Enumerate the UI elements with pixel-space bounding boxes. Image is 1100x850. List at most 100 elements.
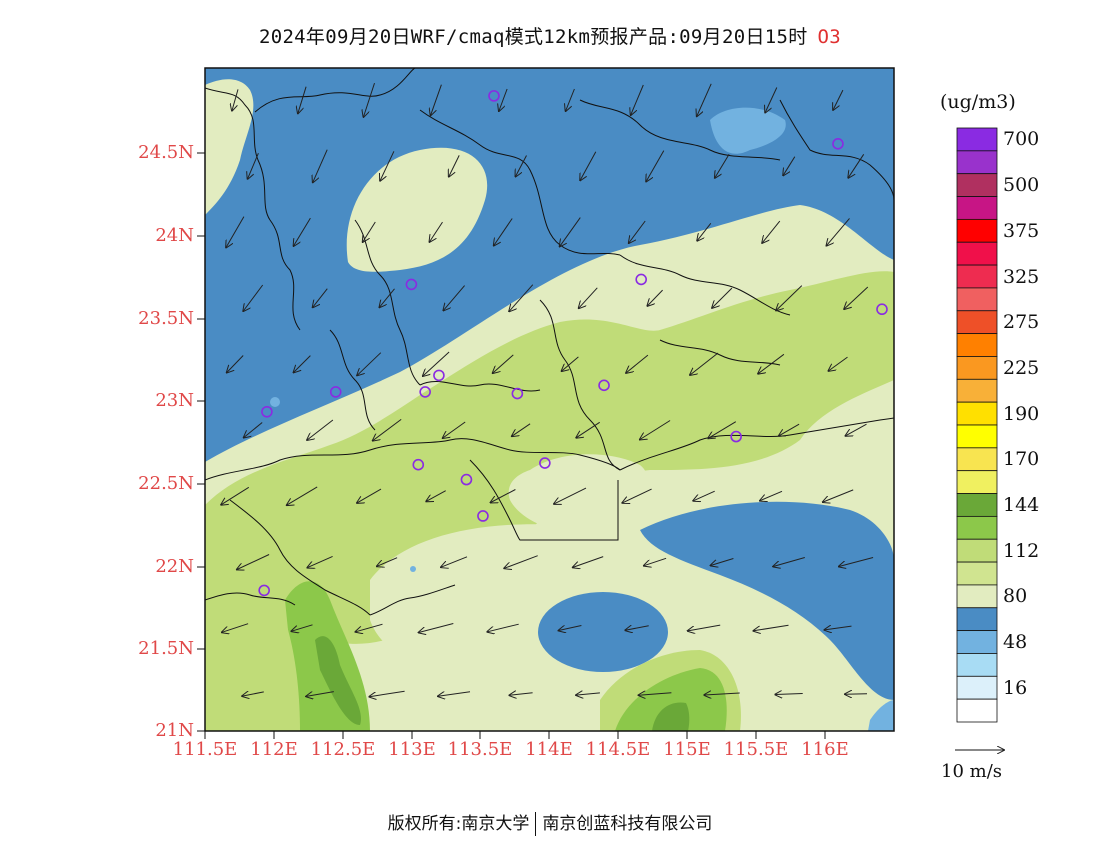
station-marker: [539, 457, 551, 469]
wind-arrow: [562, 356, 579, 371]
wind-arrow: [762, 220, 781, 243]
y-tick-label: 24N: [155, 225, 194, 246]
wind-arrow: [697, 83, 712, 116]
wind-vectors: [221, 82, 874, 697]
o3-blue-southeast: [640, 501, 894, 700]
legend-swatch: [956, 447, 998, 472]
station-marker: [460, 473, 473, 486]
legend-level-label: 375: [1003, 219, 1040, 242]
legend-swatch: [956, 515, 998, 540]
wind-arrow: [307, 555, 333, 567]
legend-swatch: [956, 698, 998, 723]
legend-swatch: [956, 150, 998, 175]
station-marker: [419, 386, 431, 398]
wind-arrow: [626, 354, 649, 373]
wind-arrow: [449, 155, 460, 176]
wind-arrow: [307, 419, 334, 440]
o3-patch-northwest: [205, 79, 254, 215]
legend-level-label: 500: [1003, 174, 1040, 197]
station-marker: [433, 369, 445, 382]
wind-arrow: [848, 154, 865, 177]
wind-arrow: [504, 555, 538, 569]
wind-arrow: [426, 490, 446, 502]
y-tick-label: 23.5N: [138, 308, 194, 329]
wind-arrow: [640, 420, 671, 440]
wind-arrow: [566, 88, 575, 111]
legend-swatch: [956, 538, 998, 563]
wind-arrow: [499, 88, 508, 111]
station-marker: [730, 430, 742, 443]
legend-swatch: [956, 310, 998, 335]
legend-level-label: 16: [1003, 676, 1028, 699]
wind-arrow: [221, 486, 250, 504]
wind-arrow: [846, 423, 867, 436]
species-label: O3: [817, 26, 842, 48]
wind-arrow: [509, 693, 533, 696]
wind-arrow: [443, 421, 466, 438]
station-marker: [488, 90, 500, 102]
wind-arrow: [227, 355, 244, 373]
wind-arrow: [644, 557, 667, 565]
wind-arrow: [712, 287, 733, 308]
legend-swatch: [956, 424, 998, 449]
boundary-lines: [205, 68, 894, 616]
legend-level-label: 325: [1003, 265, 1040, 288]
wind-arrow: [438, 692, 471, 696]
wind-arrow: [839, 557, 874, 567]
wind-arrow: [373, 418, 402, 440]
wind-arrow: [776, 285, 803, 311]
wind-arrow: [622, 488, 652, 503]
legend-swatch: [956, 493, 998, 517]
wind-arrow: [579, 287, 598, 308]
x-tick-label: 113.5E: [447, 739, 513, 760]
wind-arrow: [493, 354, 514, 373]
station-markers: [258, 90, 888, 597]
wind-arrow: [431, 84, 442, 116]
wind-arrow: [773, 557, 805, 567]
wind-arrow: [775, 694, 803, 695]
wind-arrow: [639, 693, 672, 695]
wind-arrow: [357, 352, 382, 376]
wind-arrow: [711, 558, 734, 566]
wind-arrow: [491, 489, 516, 503]
wind-arrow: [625, 626, 649, 631]
legend-swatch: [956, 356, 998, 380]
station-marker: [832, 138, 844, 150]
wind-arrow: [243, 284, 264, 311]
wind-arrow: [559, 625, 582, 631]
wind-arrow: [356, 623, 383, 632]
station-marker: [412, 458, 425, 471]
y-tick-label: 24.5N: [138, 142, 194, 163]
wind-arrow: [516, 155, 527, 177]
wind-arrow: [443, 285, 465, 311]
station-marker: [876, 303, 888, 316]
station-marker: [477, 510, 489, 522]
wind-arrow: [244, 422, 263, 438]
legend-swatch: [956, 127, 998, 152]
y-tick-label: 23N: [155, 390, 194, 411]
wind-arrow: [306, 691, 334, 697]
wind-arrow: [313, 149, 328, 183]
wind-arrow: [697, 222, 712, 240]
legend-swatch: [956, 653, 998, 677]
x-tick-label: 114E: [525, 739, 573, 760]
wind-arrow: [754, 624, 789, 631]
station-marker: [329, 386, 342, 398]
wind-arrow: [509, 284, 534, 312]
wind-arrow: [629, 220, 646, 243]
legend-swatch: [956, 675, 998, 700]
wind-arrow: [380, 151, 395, 180]
legend-swatch: [956, 607, 998, 632]
legend-level-label: 144: [1003, 493, 1040, 516]
wind-arrow: [576, 693, 600, 695]
copyright-footer: 版权所有:南京大学 南京创蓝科技有限公司: [0, 809, 1100, 836]
legend-level-label: 80: [1003, 585, 1028, 608]
wind-arrow: [294, 217, 311, 246]
legend-swatch: [956, 218, 998, 243]
wind-arrow: [377, 557, 398, 567]
station-marker: [598, 379, 610, 392]
wind-arrow: [708, 421, 737, 439]
wind-arrow: [363, 221, 376, 242]
wind-arrow: [222, 623, 249, 633]
